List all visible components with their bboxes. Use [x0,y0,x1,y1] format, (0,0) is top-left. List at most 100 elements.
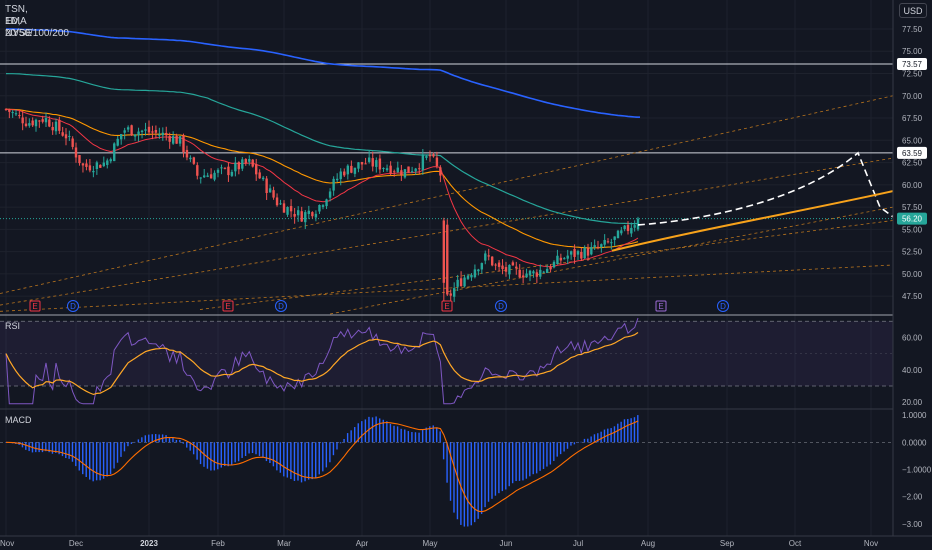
candle-body[interactable] [446,224,449,295]
candle-body[interactable] [272,190,275,198]
candle-body[interactable] [456,279,459,287]
candle-body[interactable] [473,269,477,278]
candle-body[interactable] [325,199,328,207]
candle-body[interactable] [490,256,494,266]
candle-body[interactable] [497,262,501,267]
candle-body[interactable] [449,293,452,296]
candle-body[interactable] [400,170,403,175]
candle-body[interactable] [78,155,81,164]
candle-body[interactable] [307,210,311,215]
candle-body[interactable] [371,158,374,167]
candle-body[interactable] [318,205,321,212]
candle-body[interactable] [116,138,119,146]
candle-body[interactable] [367,157,371,162]
projection-trend-line[interactable] [611,190,894,252]
candle-body[interactable] [504,267,508,272]
candle-body[interactable] [81,163,85,166]
candle-body[interactable] [357,162,360,169]
candle-body[interactable] [484,253,487,261]
candle-body[interactable] [28,123,31,126]
candle-body[interactable] [85,163,88,167]
candle-body[interactable] [123,130,126,133]
candle-body[interactable] [600,244,603,248]
candle-body[interactable] [414,168,417,172]
candle-body[interactable] [275,197,279,206]
candle-body[interactable] [528,270,532,276]
candle-body[interactable] [626,225,630,232]
candle-body[interactable] [58,119,61,131]
candle-body[interactable] [251,159,254,167]
candle-body[interactable] [389,165,392,174]
candle-body[interactable] [549,266,552,270]
candle-body[interactable] [586,248,590,256]
earnings-marker[interactable] [655,300,667,312]
candle-body[interactable] [61,132,64,136]
candle-body[interactable] [593,245,596,248]
candle-body[interactable] [31,120,34,126]
candle-body[interactable] [439,167,442,176]
candle-body[interactable] [606,241,610,243]
candle-body[interactable] [14,113,18,115]
candle-body[interactable] [38,120,41,122]
candle-body[interactable] [610,242,613,244]
candle-body[interactable] [620,230,623,234]
candle-body[interactable] [106,160,109,165]
candle-body[interactable] [18,115,21,117]
candle-body[interactable] [314,213,318,218]
candle-body[interactable] [539,269,542,277]
candle-body[interactable] [119,134,123,140]
candle-body[interactable] [99,164,102,168]
candle-body[interactable] [71,138,74,147]
trendline-0[interactable] [0,95,894,294]
candle-body[interactable] [428,154,432,157]
candle-body[interactable] [147,126,151,133]
candle-body[interactable] [566,255,569,259]
candle-body[interactable] [623,225,626,229]
candle-body[interactable] [494,264,497,266]
candle-body[interactable] [346,165,350,175]
candle-body[interactable] [95,162,99,170]
candle-body[interactable] [421,155,425,171]
candle-body[interactable] [545,268,549,273]
candle-body[interactable] [227,166,230,176]
candle-body[interactable] [435,157,439,167]
candle-body[interactable] [161,132,164,136]
candle-body[interactable] [168,135,171,142]
candle-body[interactable] [21,117,24,124]
candle-body[interactable] [178,136,182,144]
candle-body[interactable] [470,275,473,278]
candle-body[interactable] [343,171,346,176]
dividend-marker[interactable] [275,300,287,312]
trendline-4[interactable] [199,220,894,310]
candle-body[interactable] [130,125,133,136]
candle-body[interactable] [230,171,234,176]
candle-body[interactable] [321,205,325,207]
candle-body[interactable] [126,127,130,130]
candle-body[interactable] [171,136,175,144]
candle-body[interactable] [209,174,213,179]
candle-body[interactable] [34,119,38,127]
candle-body[interactable] [466,275,470,279]
candle-body[interactable] [68,135,71,137]
candle-body[interactable] [8,109,11,112]
candle-body[interactable] [154,130,158,133]
candle-body[interactable] [521,275,525,278]
candle-body[interactable] [339,171,342,180]
candle-body[interactable] [137,131,140,136]
candle-body[interactable] [559,257,563,261]
dividend-marker[interactable] [67,300,79,312]
candle-body[interactable] [396,167,399,173]
candle-body[interactable] [11,112,14,114]
candle-body[interactable] [206,175,209,177]
rsi-pane[interactable] [0,317,893,405]
earnings-marker[interactable] [222,300,234,312]
candle-body[interactable] [563,258,566,260]
candle-body[interactable] [328,191,332,198]
candle-body[interactable] [279,203,282,205]
candle-body[interactable] [452,288,456,297]
candle-body[interactable] [293,213,296,217]
candle-body[interactable] [203,175,206,178]
candle-body[interactable] [182,135,185,153]
candle-body[interactable] [613,236,616,240]
candle-body[interactable] [603,239,606,245]
